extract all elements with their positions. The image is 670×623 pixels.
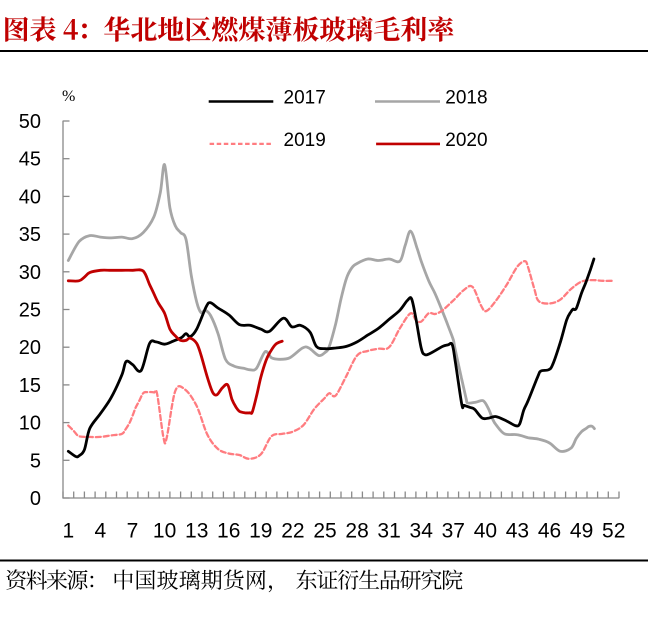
svg-text:30: 30 xyxy=(19,262,41,284)
svg-text:43: 43 xyxy=(506,520,529,543)
svg-text:52: 52 xyxy=(602,520,625,543)
svg-text:34: 34 xyxy=(410,520,434,543)
svg-text:31: 31 xyxy=(377,520,400,543)
svg-text:1: 1 xyxy=(62,520,74,543)
svg-text:28: 28 xyxy=(345,520,368,543)
svg-text:22: 22 xyxy=(281,520,304,543)
svg-text:45: 45 xyxy=(19,149,41,171)
svg-text:%: % xyxy=(62,88,75,105)
svg-text:20: 20 xyxy=(19,337,41,359)
svg-text:2019: 2019 xyxy=(284,130,326,151)
svg-text:25: 25 xyxy=(313,520,336,543)
svg-text:40: 40 xyxy=(474,520,497,543)
svg-text:2017: 2017 xyxy=(284,88,326,109)
svg-text:4: 4 xyxy=(95,520,107,543)
svg-text:13: 13 xyxy=(185,520,208,543)
svg-text:40: 40 xyxy=(19,186,41,208)
svg-text:10: 10 xyxy=(19,413,41,435)
svg-text:15: 15 xyxy=(19,375,41,397)
svg-text:35: 35 xyxy=(19,224,41,246)
svg-text:7: 7 xyxy=(127,520,139,543)
svg-text:16: 16 xyxy=(217,520,240,543)
svg-text:25: 25 xyxy=(19,300,41,322)
svg-text:46: 46 xyxy=(538,520,561,543)
svg-text:5: 5 xyxy=(30,450,41,472)
svg-text:2020: 2020 xyxy=(445,130,487,151)
svg-text:37: 37 xyxy=(442,520,465,543)
svg-text:2018: 2018 xyxy=(445,88,487,109)
svg-text:50: 50 xyxy=(19,111,41,133)
svg-text:19: 19 xyxy=(249,520,272,543)
svg-text:49: 49 xyxy=(570,520,593,543)
svg-text:0: 0 xyxy=(30,488,41,510)
svg-text:10: 10 xyxy=(153,520,176,543)
